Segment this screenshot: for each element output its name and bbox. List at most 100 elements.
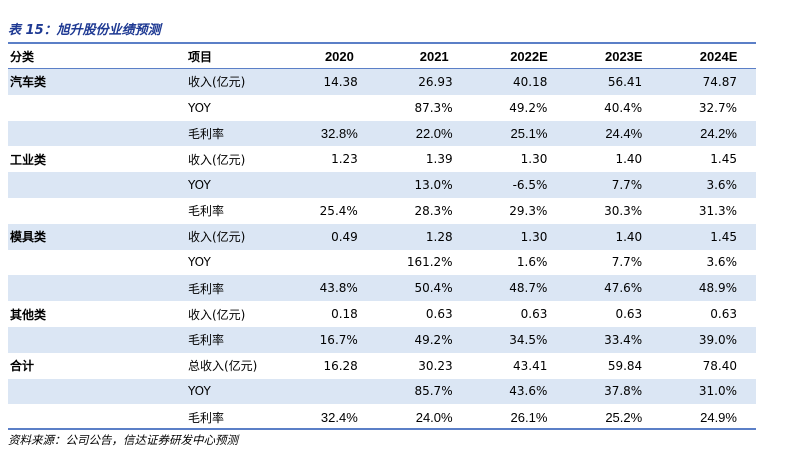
row-value <box>282 172 377 198</box>
row-value: 26.1% <box>510 409 548 425</box>
header-2021: 2021 <box>419 48 449 64</box>
row-item: 毛利率 <box>188 204 225 219</box>
row-value: 43.41 <box>513 358 548 373</box>
row-value: 1.40 <box>615 152 643 167</box>
table-body: 汽车类 收入(亿元) 14.38 26.93 40.18 56.41 74.87 YOY 87.… <box>8 69 756 430</box>
row-value: 40.18 <box>513 74 548 89</box>
row-value: 48.7% <box>509 281 548 296</box>
row-item: 毛利率 <box>188 281 225 296</box>
row-value: 22.0% <box>415 125 453 141</box>
header-category: 分类 <box>10 49 35 64</box>
row-value: 47.6% <box>604 281 643 296</box>
row-item: 总收入(亿元) <box>188 359 258 374</box>
row-value: 31.3% <box>698 203 737 218</box>
row-value: 1.30 <box>520 152 548 167</box>
row-value: 25.1% <box>510 125 548 141</box>
row-category: 合计 <box>10 359 35 374</box>
row-value: 43.6% <box>509 384 548 399</box>
row-category <box>8 404 184 430</box>
row-value: 50.4% <box>414 281 453 296</box>
source-note: 资料来源：公司公告，信达证券研发中心预测 <box>8 433 238 447</box>
row-value: 43.8% <box>319 281 358 296</box>
row-value: 7.7% <box>611 255 643 270</box>
row-value: 24.2% <box>700 125 737 141</box>
row-category <box>8 121 184 147</box>
row-value: 1.30 <box>520 229 548 244</box>
row-value: 87.3% <box>414 100 453 115</box>
table-row: YOY 13.0% -6.5% 7.7% 3.6% <box>8 172 756 198</box>
row-value: -6.5% <box>512 178 548 193</box>
table-row: 汽车类 收入(亿元) 14.38 26.93 40.18 56.41 74.87 <box>8 69 756 95</box>
row-value: 49.2% <box>509 100 548 115</box>
row-value: 0.63 <box>710 307 737 322</box>
row-value: 1.45 <box>710 152 737 167</box>
row-value: 16.28 <box>323 358 358 373</box>
bottom-rule <box>8 428 756 430</box>
row-category <box>8 172 184 198</box>
table-row: 模具类 收入(亿元) 0.49 1.28 1.30 1.40 1.45 <box>8 223 756 250</box>
row-value: 3.6% <box>706 178 737 193</box>
row-value: 0.63 <box>425 307 453 322</box>
row-value: 29.3% <box>509 203 548 218</box>
row-item: 收入(亿元) <box>188 307 246 322</box>
row-value: 24.9% <box>700 409 737 425</box>
row-value: 78.40 <box>702 358 737 373</box>
row-value: 40.4% <box>604 100 643 115</box>
header-2022e: 2022E <box>510 48 548 64</box>
table-row: 合计 总收入(亿元) 16.28 30.23 43.41 59.84 78.40 <box>8 353 756 379</box>
row-value <box>282 250 377 276</box>
row-value: 1.40 <box>615 229 643 244</box>
row-category: 汽车类 <box>10 75 47 90</box>
row-item: 毛利率 <box>188 126 225 141</box>
table-row: 毛利率 16.7% 49.2% 34.5% 33.4% 39.0% <box>8 326 756 353</box>
row-category <box>8 379 184 405</box>
row-item: 毛利率 <box>188 333 225 348</box>
row-value: 0.63 <box>615 307 643 322</box>
row-category <box>8 198 184 224</box>
row-value: 0.49 <box>331 229 358 244</box>
row-category: 其他类 <box>10 307 47 322</box>
row-item: 毛利率 <box>188 410 225 425</box>
row-value: 37.8% <box>604 384 643 399</box>
row-value: 56.41 <box>607 74 643 89</box>
row-value: 26.93 <box>418 74 453 89</box>
row-value: 31.0% <box>698 384 737 399</box>
row-value: 7.7% <box>611 178 643 193</box>
row-item: YOY <box>188 255 211 270</box>
row-value <box>282 95 377 121</box>
row-item: 收入(亿元) <box>188 152 246 167</box>
row-value: 49.2% <box>414 332 453 347</box>
row-category <box>8 275 184 301</box>
row-value: 48.9% <box>698 281 737 296</box>
row-value: 1.23 <box>331 152 358 167</box>
table-row: 毛利率 32.8% 22.0% 25.1% 24.4% 24.2% <box>8 120 756 147</box>
row-value: 1.28 <box>425 229 453 244</box>
row-value: 39.0% <box>698 332 737 347</box>
row-value: 0.63 <box>520 307 548 322</box>
row-value: 34.5% <box>509 332 548 347</box>
row-value: 1.39 <box>425 152 453 167</box>
row-value: 25.2% <box>605 409 643 425</box>
row-item: 收入(亿元) <box>188 75 246 90</box>
forecast-table: 分类 项目 2020 2021 2022E 2023E 2024E 汽车类收入(… <box>8 42 756 430</box>
row-item: YOY <box>188 100 211 115</box>
table-row: 其他类 收入(亿元) 0.18 0.63 0.63 0.63 0.63 <box>8 301 756 327</box>
header-item: 项目 <box>188 49 213 64</box>
table-row: 工业类 收入(亿元) 1.23 1.39 1.30 1.40 1.45 <box>8 146 756 172</box>
row-value: 24.4% <box>605 125 643 141</box>
row-value: 16.7% <box>319 332 358 347</box>
row-category: 模具类 <box>10 230 47 245</box>
row-value: 74.87 <box>702 74 737 89</box>
row-value: 33.4% <box>604 332 643 347</box>
table-row: 毛利率 25.4% 28.3% 29.3% 30.3% 31.3% <box>8 198 756 224</box>
table-title: 表 15：旭升股份业绩预测 <box>8 23 161 38</box>
table-header: 分类 项目 2020 2021 2022E 2023E 2024E <box>8 42 756 69</box>
row-value: 30.23 <box>418 358 453 373</box>
row-value: 24.0% <box>415 409 453 425</box>
table-row: 毛利率 43.8% 50.4% 48.7% 47.6% 48.9% <box>8 275 756 302</box>
table-row: YOY 87.3% 49.2% 40.4% 32.7% <box>8 95 756 121</box>
row-value: 161.2% <box>406 255 453 270</box>
row-value: 85.7% <box>414 384 453 399</box>
table-row: YOY 161.2% 1.6% 7.7% 3.6% <box>8 250 756 276</box>
row-value <box>282 379 377 405</box>
